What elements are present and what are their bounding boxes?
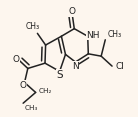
Text: S: S [56,70,63,80]
Text: CH₃: CH₃ [108,30,122,39]
Text: O: O [68,7,75,16]
Text: NH: NH [86,31,100,40]
Text: CH₂: CH₂ [39,88,52,95]
Text: O: O [20,81,27,90]
Text: O: O [13,55,20,64]
Text: Cl: Cl [116,62,124,71]
Text: CH₃: CH₃ [25,105,38,111]
Text: N: N [72,62,79,71]
Text: CH₃: CH₃ [26,22,40,31]
